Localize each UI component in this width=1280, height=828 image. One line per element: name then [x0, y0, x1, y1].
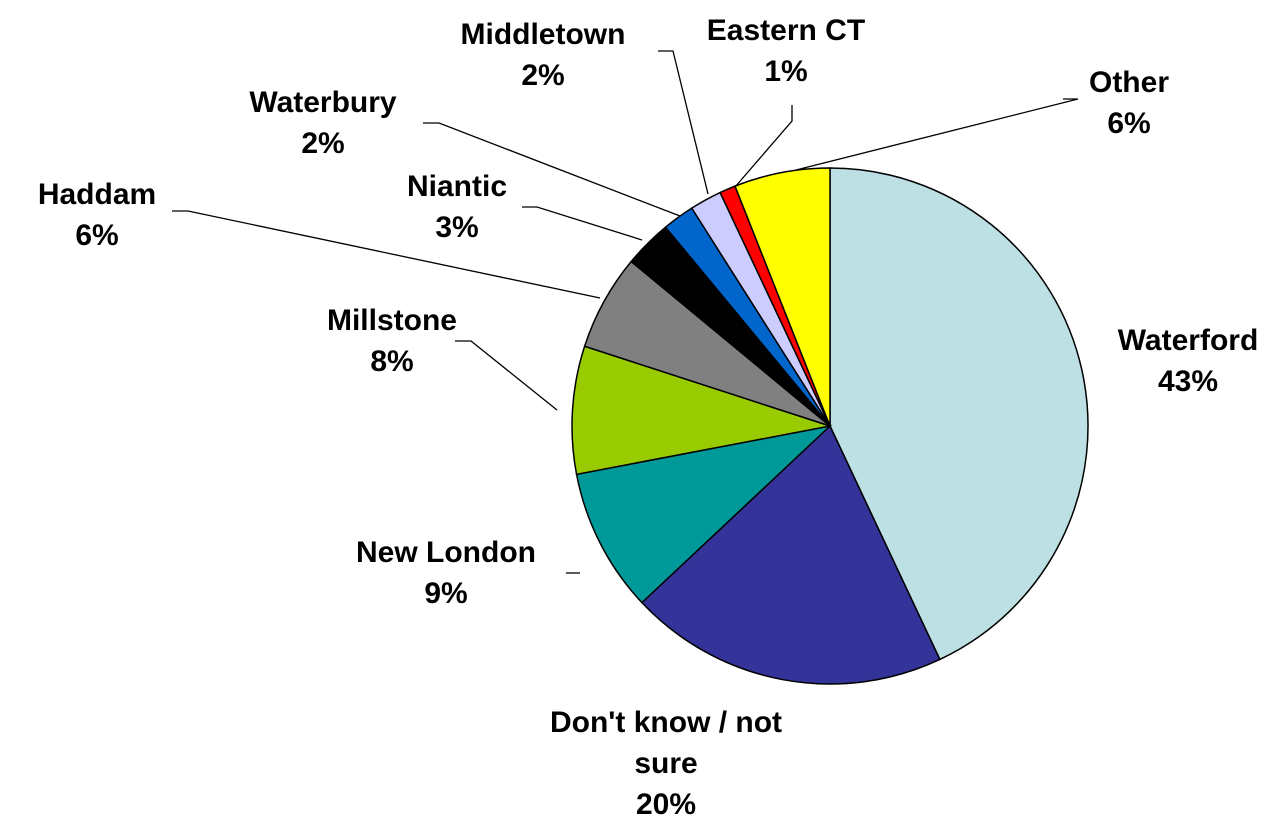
- slice-label-other: Other 6%: [1089, 66, 1169, 140]
- category-label: Other: [1089, 66, 1169, 99]
- data-label-percent: 2%: [521, 59, 564, 92]
- leader-line: [658, 50, 709, 195]
- data-label-percent: 9%: [424, 577, 467, 610]
- slice-label-waterbury: Waterbury 2%: [249, 86, 397, 160]
- slice-label-don-t-know-not-sure: Don't know / not sure 20%: [550, 706, 782, 821]
- category-label: Middletown: [461, 18, 626, 51]
- pie-slice-millstone: [571, 345, 831, 476]
- slice-label-millstone: Millstone 8%: [327, 304, 457, 378]
- data-label-percent: 8%: [370, 345, 413, 378]
- data-label-percent: 43%: [1158, 365, 1218, 398]
- pie-slice-new-london: [575, 424, 833, 604]
- category-label: Waterford: [1118, 324, 1259, 357]
- slice-label-new-london: New London 9%: [356, 536, 536, 610]
- pie-slice-waterford: [829, 167, 1089, 661]
- data-label-percent: 2%: [301, 127, 344, 160]
- slice-label-middletown: Middletown 2%: [461, 18, 626, 92]
- category-label: Millstone: [327, 304, 457, 337]
- category-label: Don't know / not: [550, 706, 782, 739]
- category-label: sure: [634, 747, 697, 780]
- category-label: Eastern CT: [707, 14, 865, 47]
- slice-label-eastern-ct: Eastern CT 1%: [707, 14, 865, 88]
- leader-line: [423, 122, 681, 217]
- leader-line: [172, 210, 601, 299]
- category-label: Waterbury: [249, 86, 397, 119]
- leader-line: [455, 340, 558, 411]
- category-label: New London: [356, 536, 536, 569]
- data-label-percent: 3%: [435, 211, 478, 244]
- leader-lines: [172, 50, 1079, 574]
- pie-slice-don-t-know-not-sure: [640, 424, 941, 685]
- slice-label-niantic: Niantic 3%: [407, 170, 507, 244]
- data-label-percent: 1%: [764, 55, 807, 88]
- category-label: Haddam: [38, 178, 156, 211]
- slice-label-haddam: Haddam 6%: [38, 178, 156, 252]
- slice-labels: Waterford 43% Don't know / not sure 20% New L…: [38, 14, 1258, 821]
- leader-line: [795, 98, 1079, 171]
- category-label: Niantic: [407, 170, 507, 203]
- leader-line: [522, 206, 643, 241]
- data-label-percent: 6%: [1107, 107, 1150, 140]
- data-label-percent: 20%: [636, 788, 696, 821]
- pie-slices: [571, 167, 1089, 685]
- data-label-percent: 6%: [75, 219, 118, 252]
- leader-line: [734, 105, 793, 188]
- slice-label-waterford: Waterford 43%: [1118, 324, 1259, 398]
